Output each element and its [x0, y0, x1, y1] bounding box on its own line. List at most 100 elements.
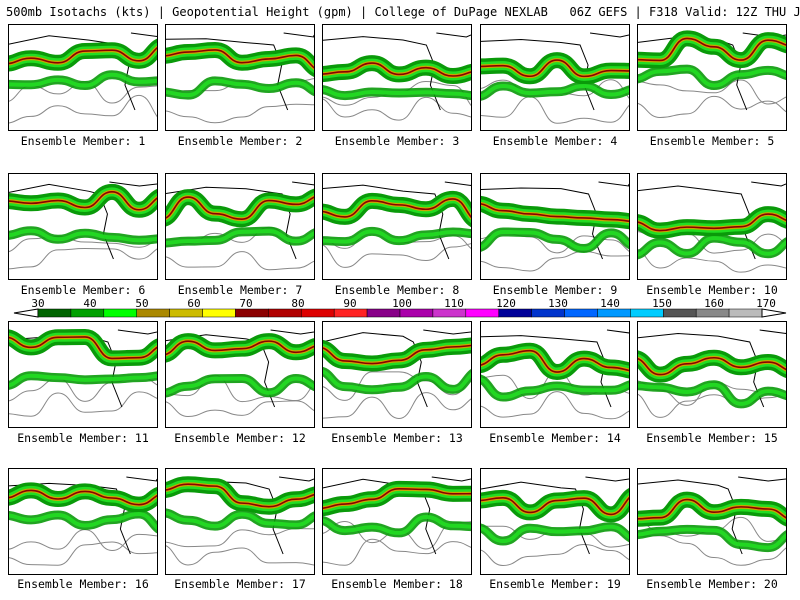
ensemble-member-label: Ensemble Member: 5	[649, 134, 775, 148]
colorbar-tick-label: 30	[31, 297, 45, 310]
height-contour-line	[9, 236, 157, 253]
ensemble-member-label: Ensemble Member: 10	[646, 283, 778, 297]
secondary-jet-band	[323, 87, 471, 98]
ensemble-map-panel	[480, 24, 630, 131]
ensemble-map-panel	[322, 24, 472, 131]
height-contour-line	[481, 543, 629, 567]
ensemble-map-panel	[637, 24, 787, 131]
colorbar-right-arrow	[761, 308, 787, 318]
jet-stream-map	[323, 32, 471, 121]
ensemble-map-panel	[322, 321, 472, 428]
height-contour-line	[638, 79, 786, 105]
secondary-jet-band	[481, 229, 629, 251]
colorbar-tick-label: 170	[756, 297, 776, 310]
secondary-jet-band	[323, 229, 471, 244]
height-contour-line	[9, 94, 157, 124]
jet-stream-map	[9, 476, 157, 566]
coastline-border	[481, 329, 629, 408]
ensemble-member-label: Ensemble Member: 8	[334, 283, 460, 297]
height-contour-line	[638, 393, 786, 418]
colorbar-swatch	[136, 308, 170, 318]
ensemble-map-panel	[322, 468, 472, 575]
height-contour-line	[323, 243, 471, 268]
ensemble-member-label: Ensemble Member: 2	[177, 134, 303, 148]
height-contour-line	[9, 541, 157, 566]
ensemble-map-panel	[165, 173, 315, 280]
colorbar-left-arrow	[13, 308, 39, 318]
height-contour-line	[9, 248, 157, 270]
jet-stream-map	[166, 181, 314, 271]
jet-stream-core	[166, 196, 314, 220]
secondary-jet-band	[481, 524, 629, 544]
jet-stream-map	[323, 476, 471, 566]
colorbar-swatch	[531, 308, 565, 318]
coastline-border	[638, 329, 786, 408]
colorbar-swatch	[663, 308, 697, 318]
ensemble-member-label: Ensemble Member: 9	[492, 283, 618, 297]
ensemble-member-label: Ensemble Member: 17	[174, 577, 306, 591]
secondary-jet-band	[638, 236, 786, 257]
secondary-jet-band	[166, 78, 314, 98]
secondary-jet-band	[638, 527, 786, 550]
jet-stream-core	[9, 47, 157, 65]
jet-stream-core	[166, 483, 314, 508]
height-contour-line	[9, 391, 157, 417]
jet-stream-map	[9, 32, 157, 124]
colorbar-swatch	[301, 308, 335, 318]
colorbar-swatch	[465, 308, 499, 318]
height-contour-line	[323, 96, 471, 121]
jet-stream-core	[481, 349, 629, 373]
secondary-jet-band	[323, 515, 471, 535]
ensemble-map-panel	[165, 321, 315, 428]
jet-stream-map	[323, 181, 471, 268]
colorbar-tick-label: 160	[704, 297, 724, 310]
ensemble-map-panel	[480, 321, 630, 428]
height-contour-line	[638, 95, 786, 119]
jet-stream-core	[638, 213, 786, 232]
height-contour-line	[323, 371, 471, 401]
colorbar-tick-label: 150	[652, 297, 672, 310]
colorbar-swatch	[235, 308, 269, 318]
ensemble-member-label: Ensemble Member: 1	[20, 134, 146, 148]
height-contour-line	[166, 103, 314, 124]
colorbar-tick-label: 130	[548, 297, 568, 310]
ensemble-map-panel	[8, 468, 158, 575]
secondary-jet-band	[166, 510, 314, 529]
secondary-jet-band	[9, 72, 157, 88]
ensemble-map-panel	[637, 321, 787, 428]
jet-stream-core	[9, 336, 157, 360]
jet-stream-map	[481, 329, 629, 420]
colorbar-swatch	[70, 308, 105, 318]
colorbar-tick-label: 140	[600, 297, 620, 310]
jet-stream-core	[323, 488, 471, 509]
colorbar-swatch	[564, 308, 598, 318]
jet-stream-core	[481, 496, 629, 516]
secondary-jet-band	[638, 382, 786, 406]
jet-stream-map	[481, 32, 629, 124]
secondary-jet-band	[166, 229, 314, 245]
height-contour-line	[481, 250, 629, 272]
ensemble-member-label: Ensemble Member: 3	[334, 134, 460, 148]
coastline-border	[9, 476, 157, 555]
colorbar-swatch	[399, 308, 434, 318]
jet-stream-core	[638, 498, 786, 520]
jet-stream-map	[638, 181, 786, 273]
ensemble-map-panel	[480, 468, 630, 575]
secondary-jet-band	[9, 509, 157, 534]
jet-stream-core	[9, 191, 157, 211]
colorbar-tick-label: 110	[444, 297, 464, 310]
ensemble-map-panel	[8, 24, 158, 131]
jet-stream-map	[166, 329, 314, 418]
colorbar-tick-label: 80	[291, 297, 305, 310]
ensemble-map-panel	[322, 173, 472, 280]
secondary-jet-band	[481, 83, 629, 99]
ensemble-member-label: Ensemble Member: 11	[17, 431, 149, 445]
colorbar-swatch	[333, 308, 368, 318]
colorbar-tick-label: 60	[187, 297, 201, 310]
jet-stream-map	[9, 328, 157, 417]
colorbar-swatch	[202, 308, 236, 318]
jet-stream-map	[481, 181, 629, 272]
height-contour-line	[481, 96, 629, 124]
ensemble-member-label: Ensemble Member: 6	[20, 283, 146, 297]
colorbar-graphic	[13, 308, 787, 318]
